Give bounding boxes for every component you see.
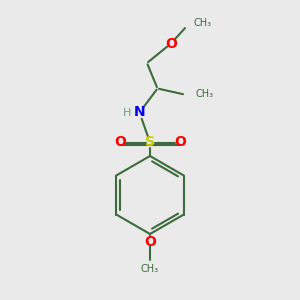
- Text: O: O: [144, 235, 156, 248]
- Text: O: O: [174, 136, 186, 149]
- Text: H: H: [123, 107, 132, 118]
- Text: CH₃: CH₃: [141, 263, 159, 274]
- Text: N: N: [134, 106, 145, 119]
- Text: CH₃: CH₃: [194, 18, 211, 28]
- Text: S: S: [145, 136, 155, 149]
- Text: CH₃: CH₃: [195, 89, 213, 100]
- Text: O: O: [114, 136, 126, 149]
- Text: O: O: [165, 37, 177, 50]
